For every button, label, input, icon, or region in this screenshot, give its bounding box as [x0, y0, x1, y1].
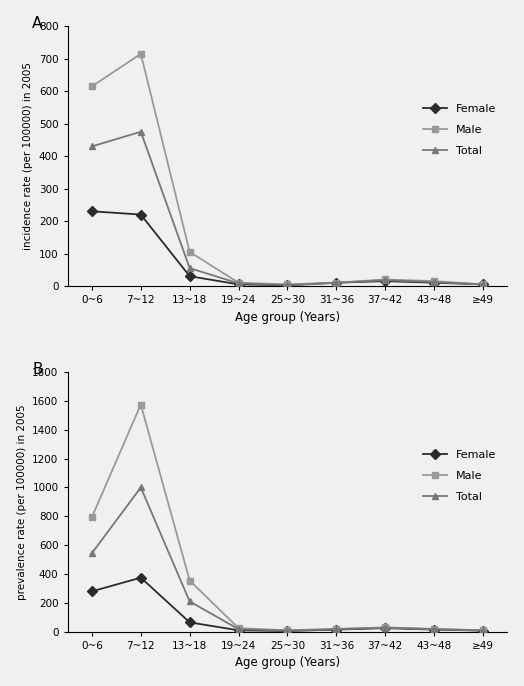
Male: [431, 625, 437, 633]
Female: [285, 281, 291, 289]
Female: [480, 281, 486, 289]
Total: [138, 484, 144, 492]
Total: [431, 278, 437, 286]
Total: [285, 626, 291, 635]
Total: [285, 281, 291, 289]
Y-axis label: incidence rate (per 100000) in 2005: incidence rate (per 100000) in 2005: [23, 62, 34, 250]
Total: [235, 625, 242, 633]
Male: [431, 277, 437, 285]
Male: [138, 401, 144, 409]
Total: [89, 549, 95, 557]
Total: [431, 625, 437, 633]
Line: Male: Male: [89, 50, 486, 288]
Male: [285, 281, 291, 289]
Female: [89, 587, 95, 595]
Male: [187, 576, 193, 584]
Line: Female: Female: [89, 574, 486, 635]
Male: [333, 279, 340, 287]
Total: [138, 128, 144, 136]
Line: Total: Total: [89, 128, 486, 289]
Total: [235, 279, 242, 287]
Female: [138, 211, 144, 219]
Text: A: A: [32, 16, 42, 31]
X-axis label: Age group (Years): Age group (Years): [235, 311, 340, 324]
Female: [285, 627, 291, 635]
Line: Male: Male: [89, 401, 486, 634]
Total: [89, 142, 95, 150]
Total: [480, 626, 486, 635]
Female: [382, 277, 388, 285]
Male: [187, 248, 193, 256]
Text: B: B: [32, 362, 43, 377]
Male: [382, 275, 388, 283]
Female: [431, 279, 437, 287]
X-axis label: Age group (Years): Age group (Years): [235, 657, 340, 670]
Total: [333, 279, 340, 287]
Y-axis label: prevalence rate (per 100000) in 2005: prevalence rate (per 100000) in 2005: [17, 404, 27, 600]
Male: [89, 82, 95, 91]
Female: [138, 573, 144, 582]
Total: [187, 598, 193, 606]
Legend: Female, Male, Total: Female, Male, Total: [417, 445, 502, 508]
Total: [382, 276, 388, 284]
Female: [480, 626, 486, 635]
Total: [382, 624, 388, 632]
Male: [235, 624, 242, 632]
Female: [333, 626, 340, 634]
Female: [333, 279, 340, 287]
Total: [187, 264, 193, 272]
Male: [285, 626, 291, 635]
Line: Total: Total: [89, 484, 486, 634]
Male: [89, 513, 95, 521]
Male: [235, 279, 242, 287]
Male: [138, 50, 144, 58]
Female: [89, 207, 95, 215]
Total: [480, 281, 486, 289]
Female: [235, 626, 242, 635]
Male: [382, 624, 388, 632]
Legend: Female, Male, Total: Female, Male, Total: [417, 99, 502, 162]
Female: [382, 624, 388, 632]
Female: [187, 618, 193, 626]
Female: [235, 281, 242, 289]
Male: [333, 625, 340, 633]
Line: Female: Female: [89, 208, 486, 289]
Total: [333, 625, 340, 633]
Male: [480, 626, 486, 635]
Male: [480, 281, 486, 289]
Female: [187, 272, 193, 281]
Female: [431, 626, 437, 634]
